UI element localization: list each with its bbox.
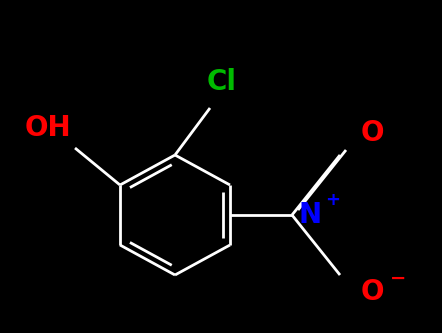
Text: N: N [298, 201, 322, 229]
Text: O: O [360, 119, 384, 147]
Text: OH: OH [25, 114, 71, 142]
Text: O: O [360, 278, 384, 306]
Text: Cl: Cl [207, 68, 237, 96]
Text: +: + [325, 191, 340, 209]
Text: −: − [390, 268, 406, 287]
